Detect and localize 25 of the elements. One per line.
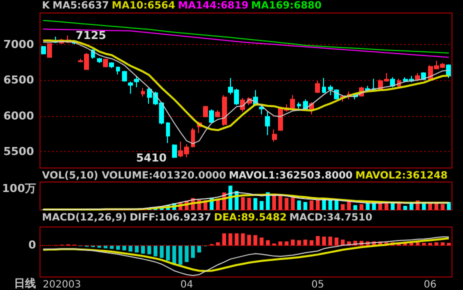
text: DEA:89.5482: [214, 212, 287, 224]
series-label: MAVOL2:361248: [355, 170, 448, 182]
annotation: 5410: [136, 152, 168, 164]
text: 0: [28, 238, 36, 252]
text: 日线: [14, 277, 36, 290]
chart-title: K: [42, 0, 51, 12]
x-tick-label: 04: [180, 280, 194, 290]
y-tick-label: 6500: [3, 74, 34, 87]
x-tick-label: 06: [424, 280, 437, 290]
text: 100万: [2, 182, 36, 195]
series-label: MAVOL1:362503.8000: [228, 170, 353, 182]
text: MA169:6880: [251, 0, 322, 12]
text: DIFF:106.9237: [130, 212, 212, 224]
y-tick-label: 6000: [3, 109, 34, 122]
text: MA5:6637: [52, 0, 110, 12]
chart-subtitle: MACD:34.7510: [289, 212, 372, 224]
text: MA10:6564: [112, 0, 176, 12]
chart-title: VOL(5,10) VOLUME:401320.0000: [42, 170, 226, 182]
x-tick-label: 05: [311, 280, 324, 290]
annotation: 7125: [76, 29, 106, 42]
x-tick-label: 202003: [42, 280, 81, 290]
text: MA144:6819: [178, 0, 248, 12]
y-tick-label: 5500: [3, 145, 34, 158]
y-tick-label: 7000: [3, 38, 34, 51]
chart-title: MACD(12,26,9): [42, 212, 127, 224]
